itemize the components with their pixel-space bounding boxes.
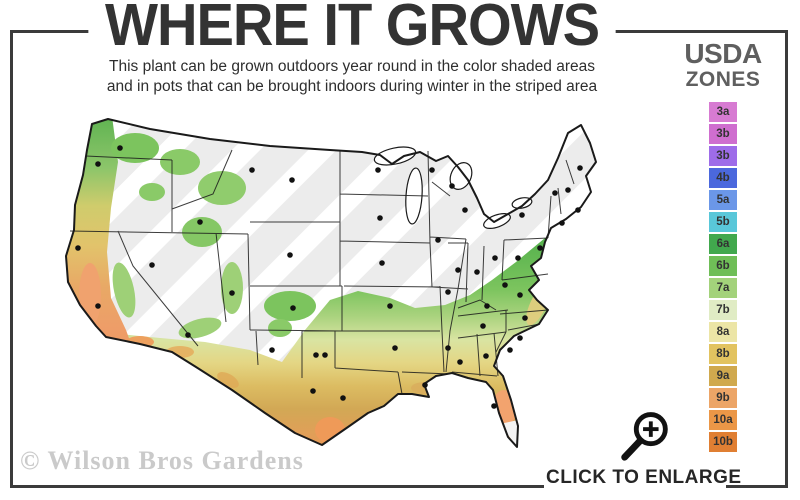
legend-zone-3b: 3b bbox=[709, 124, 737, 145]
legend-zone-6b: 6b bbox=[709, 256, 737, 277]
city-dot bbox=[377, 215, 383, 221]
legend-zone-list: 3a 3b 3b 4b 5a 5b 6a 6b 7a 7b 8a 8b 9a 9b 10a 10b bbox=[684, 102, 762, 453]
us-outline bbox=[65, 118, 597, 448]
city-dot bbox=[387, 303, 393, 309]
legend-zone-3b: 3b bbox=[709, 146, 737, 167]
legend-zone-6a: 6a bbox=[709, 234, 737, 255]
city-dot bbox=[375, 167, 381, 173]
city-dot bbox=[313, 352, 319, 358]
legend-zone-8a: 8a bbox=[709, 322, 737, 343]
city-dot bbox=[340, 395, 346, 401]
city-dot bbox=[552, 190, 558, 196]
city-dot bbox=[517, 292, 523, 298]
mountain-green-patches bbox=[111, 133, 316, 339]
city-dot bbox=[484, 303, 490, 309]
city-dot bbox=[422, 382, 428, 388]
city-dot bbox=[483, 353, 489, 359]
city-dot bbox=[491, 403, 497, 409]
legend-zone-7b: 7b bbox=[709, 300, 737, 321]
city-dot bbox=[502, 282, 508, 288]
city-dot bbox=[449, 183, 455, 189]
city-dot bbox=[492, 255, 498, 261]
city-dot bbox=[435, 237, 441, 243]
usda-zones-legend: USDA ZONES 3a 3b 3b 4b 5a 5b 6a 6b 7a 7b 8a 8b 9a 9b 1… bbox=[684, 40, 762, 454]
page-title: WHERE IT GROWS bbox=[88, 0, 616, 60]
city-dot bbox=[445, 345, 451, 351]
city-dot bbox=[455, 267, 461, 273]
subtitle: This plant can be grown outdoors year ro… bbox=[96, 57, 608, 98]
city-dot bbox=[322, 352, 328, 358]
state-borders bbox=[69, 149, 575, 395]
city-dot bbox=[537, 245, 543, 251]
city-dot bbox=[290, 305, 296, 311]
click-to-enlarge[interactable]: CLICK TO ENLARGE bbox=[544, 402, 741, 495]
city-dot bbox=[287, 252, 293, 258]
watermark: © Wilson Bros Gardens bbox=[20, 446, 304, 475]
legend-zone-3a: 3a bbox=[709, 102, 737, 123]
city-dot bbox=[445, 289, 451, 295]
city-dot bbox=[559, 220, 565, 226]
city-dot bbox=[95, 161, 101, 167]
legend-zone-8b: 8b bbox=[709, 344, 737, 365]
legend-title-zones: ZONES bbox=[685, 68, 761, 91]
city-dot bbox=[507, 347, 513, 353]
city-dot bbox=[229, 290, 235, 296]
city-dot bbox=[75, 245, 81, 251]
city-dot bbox=[269, 347, 275, 353]
city-dot bbox=[577, 165, 583, 171]
city-dot bbox=[575, 207, 581, 213]
click-to-enlarge-label[interactable]: CLICK TO ENLARGE bbox=[544, 465, 741, 495]
subtitle-line1: This plant can be grown outdoors year ro… bbox=[109, 58, 595, 75]
city-dot bbox=[310, 388, 316, 394]
legend-zone-10b: 10b bbox=[709, 432, 737, 453]
city-dot bbox=[289, 177, 295, 183]
city-dot bbox=[379, 260, 385, 266]
city-dot bbox=[565, 187, 571, 193]
city-dot bbox=[462, 207, 468, 213]
city-dot bbox=[149, 262, 155, 268]
legend-zone-10a: 10a bbox=[709, 410, 737, 431]
legend-zone-4b: 4b bbox=[709, 168, 737, 189]
legend-zone-9b: 9b bbox=[709, 388, 737, 409]
city-dot bbox=[474, 269, 480, 275]
city-dot bbox=[517, 335, 523, 341]
legend-zone-7a: 7a bbox=[709, 278, 737, 299]
city-dot bbox=[185, 332, 191, 338]
city-dot bbox=[95, 303, 101, 309]
zoom-in-icon[interactable] bbox=[614, 402, 676, 464]
legend-zone-5a: 5a bbox=[709, 190, 737, 211]
city-dot bbox=[392, 345, 398, 351]
legend-zone-9a: 9a bbox=[709, 366, 737, 387]
subtitle-line2: and in pots that can be brought indoors … bbox=[106, 78, 598, 96]
city-dot bbox=[197, 219, 203, 225]
city-dot bbox=[480, 323, 486, 329]
city-dot bbox=[249, 167, 255, 173]
great-lakes bbox=[373, 146, 533, 229]
legend-title-usda: USDA bbox=[684, 38, 762, 69]
city-dot bbox=[522, 315, 528, 321]
city-dot bbox=[117, 145, 123, 151]
city-dots bbox=[75, 145, 583, 409]
city-dot bbox=[519, 212, 525, 218]
city-dot bbox=[457, 359, 463, 365]
legend-zone-5b: 5b bbox=[709, 212, 737, 233]
city-dot bbox=[429, 167, 435, 173]
city-dot bbox=[515, 255, 521, 261]
